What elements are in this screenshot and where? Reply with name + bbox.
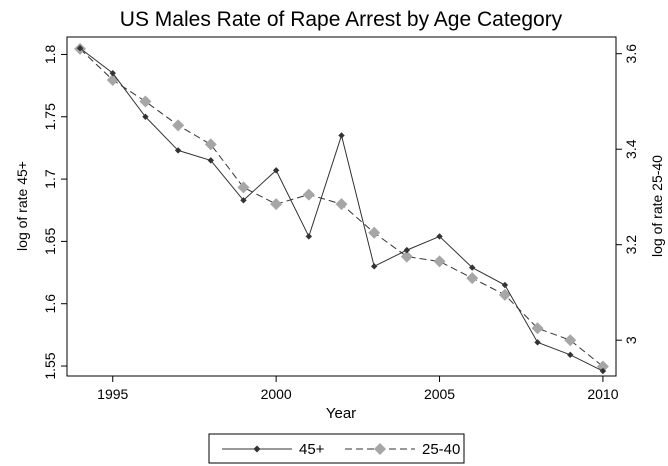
left-y-tick-label-5: 1.8 bbox=[42, 45, 58, 65]
right-y-tick-label-1: 3.2 bbox=[623, 235, 639, 255]
right-y-tick-label-2: 3.4 bbox=[623, 139, 639, 159]
left-y-tick-label-1: 1.6 bbox=[42, 294, 58, 314]
left-y-tick-label-2: 1.65 bbox=[42, 228, 58, 255]
series-25-40-point-1998 bbox=[204, 138, 217, 151]
x-tick-label-2010: 2010 bbox=[587, 386, 618, 402]
x-axis-label: Year bbox=[326, 405, 356, 422]
legend-marker-45plus bbox=[253, 445, 261, 453]
series-45plus-point-2004 bbox=[403, 246, 411, 254]
series-25-40-point-2007 bbox=[498, 288, 511, 301]
left-y-axis: 1.55 1.6 1.65 1.7 1.75 1.8 bbox=[42, 45, 67, 380]
x-tick-label-2000: 2000 bbox=[261, 386, 292, 402]
x-axis: 1995 2000 2005 2010 bbox=[97, 376, 619, 402]
series-25-40-point-2000 bbox=[270, 198, 283, 211]
series-45plus-point-2006 bbox=[469, 264, 476, 271]
series-45plus-point-2003 bbox=[370, 263, 378, 270]
series-45plus-point-1995 bbox=[109, 69, 116, 77]
series-45plus-point-1996 bbox=[142, 113, 149, 120]
series-45plus-point-2007 bbox=[501, 281, 509, 289]
legend-marker-25-40 bbox=[374, 443, 386, 455]
series-45plus-point-2009 bbox=[567, 351, 574, 359]
series-layer bbox=[74, 42, 609, 375]
series-45plus-point-1997 bbox=[174, 147, 182, 154]
left-y-tick-label-3: 1.7 bbox=[42, 169, 58, 189]
legend-label-45plus: 45+ bbox=[299, 441, 325, 458]
chart-title: US Males Rate of Rape Arrest by Age Cate… bbox=[120, 8, 563, 31]
right-y-axis-label: log of rate 25-40 bbox=[649, 155, 665, 257]
series-45plus-point-1994 bbox=[76, 45, 84, 52]
legend-label-25-40: 25-40 bbox=[422, 441, 460, 458]
left-y-tick-label-0: 1.55 bbox=[42, 352, 58, 379]
series-45plus-point-2008 bbox=[534, 339, 541, 346]
series-25-40-point-2001 bbox=[302, 188, 315, 201]
x-tick-label-1995: 1995 bbox=[97, 386, 128, 402]
right-y-tick-label-0: 3 bbox=[623, 336, 639, 344]
series-25-40-point-2009 bbox=[564, 334, 577, 347]
series-25-40-point-2005 bbox=[433, 255, 446, 268]
series-25-40-point-1999 bbox=[237, 181, 250, 194]
left-y-tick-label-4: 1.75 bbox=[42, 103, 58, 130]
series-45plus-point-2005 bbox=[436, 233, 443, 240]
series-45plus-point-1999 bbox=[240, 197, 247, 204]
series-25-40-point-2002 bbox=[335, 198, 348, 211]
x-tick-label-2005: 2005 bbox=[424, 386, 455, 402]
right-y-tick-label-3: 3.6 bbox=[623, 44, 639, 64]
series-45plus-point-2002 bbox=[338, 132, 345, 139]
legend: 45+ 25-40 bbox=[208, 433, 465, 464]
series-25-40-point-2003 bbox=[368, 226, 381, 239]
left-y-axis-label: log of rate 45+ bbox=[14, 161, 30, 251]
series-25-40-point-1996 bbox=[139, 95, 152, 108]
series-25-40-point-2004 bbox=[400, 250, 413, 263]
series-45plus-point-1998 bbox=[207, 157, 214, 164]
series-25-40-point-1997 bbox=[172, 119, 185, 132]
series-45plus-point-2001 bbox=[305, 233, 313, 240]
plot-area bbox=[66, 36, 617, 377]
series-25-40-point-2008 bbox=[531, 322, 544, 335]
series-45plus-point-2010 bbox=[599, 367, 607, 375]
series-45plus-point-2000 bbox=[272, 167, 280, 174]
right-y-axis: 3 3.2 3.4 3.6 bbox=[616, 44, 639, 344]
series-25-40-point-2006 bbox=[466, 272, 479, 285]
